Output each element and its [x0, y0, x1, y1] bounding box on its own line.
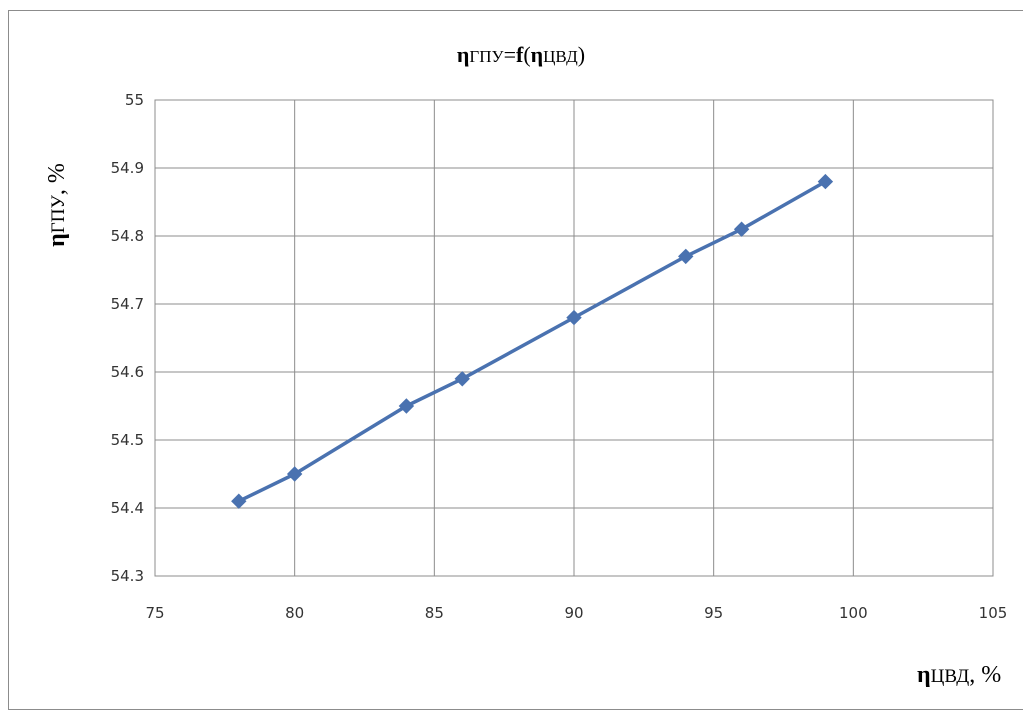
x-tick-label: 95 [704, 604, 723, 622]
y-tick-label: 54.9 [111, 159, 144, 177]
x-tick-label: 75 [145, 604, 164, 622]
x-axis-label: ηЦВД, % [917, 662, 1001, 688]
series-line [238, 180, 827, 503]
gridlines [154, 99, 994, 577]
x-tick-label: 105 [979, 604, 1008, 622]
y-tick-label: 54.6 [111, 363, 144, 381]
x-tick-label: 90 [564, 604, 583, 622]
data-point [733, 221, 750, 237]
x-tick-label: 80 [285, 604, 304, 622]
data-point [398, 398, 415, 414]
y-tick-labels: 54.3 54.4 54.5 54.6 54.7 54.8 54.9 55 [111, 91, 144, 585]
x-tick-label: 100 [839, 604, 868, 622]
data-point [817, 173, 834, 190]
y-axis-label: ηГПУ, % [44, 163, 70, 247]
y-tick-label: 55 [125, 91, 144, 109]
data-point [678, 248, 694, 265]
x-tick-label: 85 [425, 604, 444, 622]
plot-area [154, 99, 994, 577]
y-tick-label: 54.3 [111, 567, 144, 585]
data-point [286, 466, 303, 482]
y-tick-label: 54.4 [111, 499, 144, 517]
chart-title: ηГПУ=f(ηЦВД) [457, 42, 585, 67]
series [231, 173, 834, 509]
y-tick-label: 54.5 [111, 431, 144, 449]
y-tick-label: 54.8 [111, 227, 144, 245]
data-point [454, 371, 470, 387]
data-point [231, 493, 247, 509]
y-tick-label: 54.7 [111, 295, 144, 313]
data-point [566, 309, 582, 326]
x-tick-labels: 75 80 85 90 95 100 105 [145, 604, 1007, 622]
